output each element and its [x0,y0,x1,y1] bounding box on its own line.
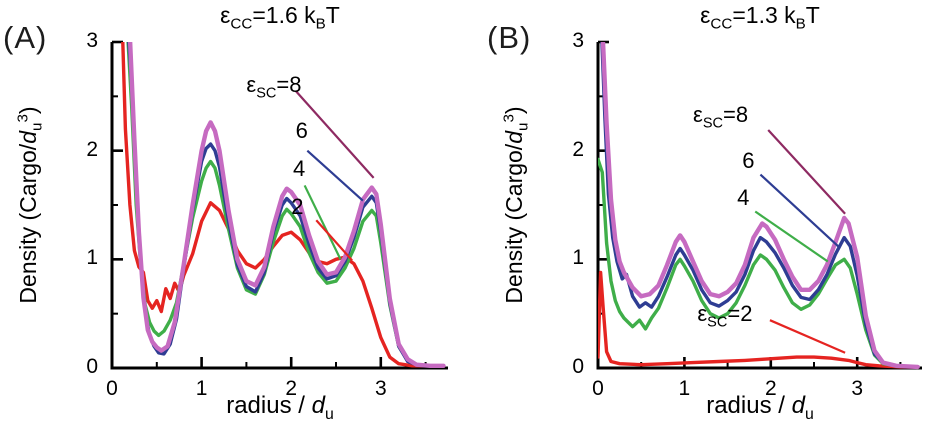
annotation-label: εSC=8 [693,101,749,132]
panel-label-B: (B) [487,20,532,55]
series-epsSC-8-panel-B [600,42,920,370]
panel-B-title: εCC=1.3 kBT [700,2,820,33]
annotation-label: 4 [737,185,750,211]
annotation-leader [754,210,829,263]
series-epsSC-6-panel-B [600,42,920,369]
x-tick-label: 2 [285,377,298,400]
y-tick-label: 2 [572,137,584,161]
annotation-label: εSC=2 [697,300,753,331]
y-tick-label: 1 [572,246,584,270]
annotation-leader [759,173,839,248]
annotation-label: 2 [291,194,304,220]
x-tick-label: 0 [592,377,604,400]
annotation-label: 6 [295,118,308,144]
annotation-leader [769,319,846,354]
y-tick-label: 3 [86,29,98,52]
annotation-label: 4 [292,156,306,182]
annotation-label: εSC=8 [246,72,302,102]
panel-A-ylabel: Density (Cargo/du3) [14,106,46,304]
annotation-leader [303,184,342,260]
panel-A-xlabel: radius / du [226,392,334,423]
x-tick-label: 1 [195,377,208,400]
panel-B-ylabel: Density (Cargo/du3) [500,106,532,304]
panel-B-xlabel: radius / du [706,392,814,423]
x-tick-label: 2 [764,377,777,400]
annotation-leader [306,149,364,202]
annotation-label: 6 [742,148,755,174]
y-tick-label: 3 [572,29,584,52]
axes-panel-B [596,42,922,370]
annotation-leader [294,90,375,179]
annotation-leader [315,219,353,262]
panel-A-title: εCC=1.6 kBT [220,2,340,33]
series-epsSC-2-panel-B [598,270,920,369]
series-epsSC-4-panel-A [126,42,446,368]
panel-label-A: (A) [3,20,48,55]
annotation-leader [767,129,846,215]
y-tick-label: 2 [86,137,98,161]
x-tick-label: 1 [678,377,691,400]
x-tick-label: 0 [106,377,118,400]
x-tick-label: 3 [374,377,387,400]
y-tick-label: 0 [86,355,98,378]
series-epsSC-4-panel-B [598,157,920,369]
series-epsSC-8-panel-A [127,42,446,368]
y-tick-label: 1 [86,246,98,270]
y-tick-label: 0 [572,355,584,378]
x-tick-label: 3 [851,377,864,400]
